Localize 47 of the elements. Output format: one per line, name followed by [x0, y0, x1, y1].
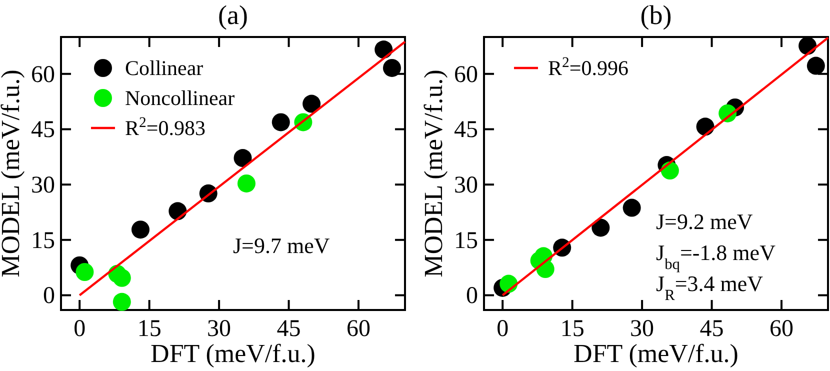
- legend-label: Noncollinear: [125, 86, 235, 110]
- x-tick-label: 30: [207, 316, 232, 342]
- y-tick-label: 0: [466, 283, 478, 310]
- y-axis-title: MODEL (meV/f.u.): [0, 70, 25, 278]
- x-tick-label: 30: [630, 316, 654, 342]
- point: [112, 268, 131, 287]
- x-tick-label: 45: [276, 316, 301, 342]
- x-tick-label: 0: [496, 316, 509, 342]
- point: [237, 174, 256, 192]
- point: [272, 113, 290, 132]
- point: [806, 56, 825, 75]
- x-axis-title: DFT (meV/f.u.): [150, 339, 316, 368]
- y-axis-title: MODEL (meV/f.u.): [419, 70, 448, 278]
- x-tick-label: 60: [346, 316, 371, 342]
- legend-label: R$^{2}$=0.996: [548, 55, 628, 80]
- point: [374, 40, 393, 59]
- annotation: J$_{R}$=3.4 meV: [656, 271, 764, 304]
- chart-title: (b): [640, 0, 672, 30]
- x-axis-title: DFT (meV/f.u.): [574, 339, 738, 368]
- point: [622, 198, 641, 217]
- chart-title: (a): [218, 0, 248, 30]
- x-tick-label: 15: [137, 316, 162, 342]
- point: [112, 292, 131, 311]
- point: [234, 149, 252, 168]
- annotation: J=9.7 meV: [233, 233, 330, 258]
- annotation: J$_{bq}$=-1.8 meV: [656, 240, 776, 272]
- point: [76, 263, 94, 281]
- y-tick-label: 60: [454, 62, 478, 88]
- point: [131, 220, 150, 239]
- point: [302, 94, 321, 113]
- y-tick-label: 15: [454, 228, 478, 254]
- y-tick-label: 15: [31, 228, 55, 254]
- legend-label: Collinear: [125, 56, 204, 80]
- y-tick-label: 30: [31, 172, 55, 199]
- x-tick-label: 45: [700, 316, 724, 342]
- x-tick-label: 15: [560, 316, 584, 342]
- x-tick-label: 60: [770, 316, 794, 342]
- point: [592, 218, 610, 237]
- legend-label: R$^{2}$=0.983: [125, 115, 206, 140]
- y-tick-label: 60: [31, 62, 55, 88]
- y-tick-label: 30: [454, 172, 478, 199]
- y-tick-label: 45: [31, 117, 55, 144]
- y-tick-label: 0: [43, 283, 55, 310]
- annotation: J=9.2 meV: [656, 209, 753, 234]
- x-tick-label: 0: [74, 316, 86, 342]
- point: [382, 58, 401, 77]
- y-tick-label: 45: [454, 117, 478, 144]
